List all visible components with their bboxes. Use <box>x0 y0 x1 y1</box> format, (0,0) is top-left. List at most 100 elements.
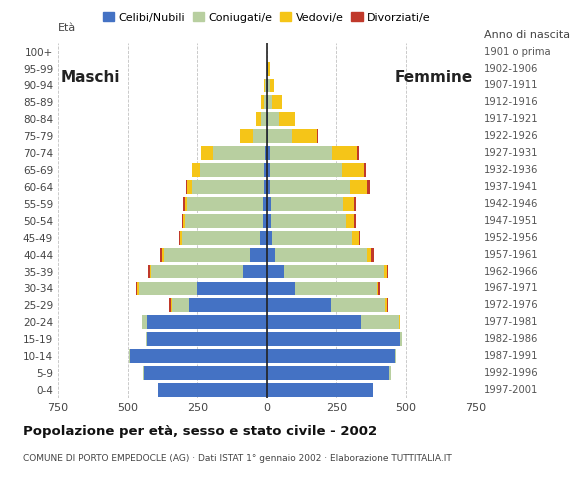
Bar <box>364 163 365 177</box>
Bar <box>137 282 139 295</box>
Bar <box>317 129 318 143</box>
Bar <box>271 197 343 211</box>
Text: Femmine: Femmine <box>394 70 473 84</box>
Bar <box>346 214 354 228</box>
Bar <box>147 315 267 329</box>
Bar <box>280 112 295 126</box>
Bar <box>295 282 377 295</box>
Bar <box>267 112 268 126</box>
Bar <box>400 332 402 346</box>
Bar <box>273 96 282 109</box>
Bar <box>136 282 137 295</box>
Text: 1957-1961: 1957-1961 <box>484 250 538 260</box>
Text: 1967-1971: 1967-1971 <box>484 284 538 293</box>
Bar <box>263 197 267 211</box>
Text: 1987-1991: 1987-1991 <box>484 351 538 361</box>
Bar <box>378 282 379 295</box>
Bar <box>361 315 399 329</box>
Bar <box>256 112 261 126</box>
Bar <box>150 264 151 278</box>
Bar <box>275 248 367 262</box>
Bar <box>377 282 378 295</box>
Text: 1932-1936: 1932-1936 <box>484 165 538 175</box>
Bar <box>158 383 267 397</box>
Bar <box>267 264 284 278</box>
Bar <box>130 349 267 363</box>
Bar <box>267 299 331 312</box>
Text: 1927-1931: 1927-1931 <box>484 148 538 158</box>
Bar <box>184 197 187 211</box>
Bar <box>191 163 200 177</box>
Bar <box>273 231 351 245</box>
Bar <box>160 248 162 262</box>
Bar <box>266 146 267 160</box>
Bar <box>264 79 266 93</box>
Text: 1972-1976: 1972-1976 <box>484 300 538 311</box>
Bar <box>189 299 267 312</box>
Bar <box>267 129 268 143</box>
Bar <box>267 332 400 346</box>
Bar <box>270 180 350 194</box>
Bar <box>267 96 268 109</box>
Text: Popolazione per età, sesso e stato civile - 2002: Popolazione per età, sesso e stato civil… <box>23 425 378 438</box>
Text: 1992-1996: 1992-1996 <box>484 368 538 378</box>
Bar <box>350 180 367 194</box>
Bar <box>212 146 266 160</box>
Bar <box>354 214 356 228</box>
Bar <box>367 180 370 194</box>
Bar <box>187 180 191 194</box>
Bar <box>253 129 267 143</box>
Bar <box>284 264 384 278</box>
Bar <box>342 163 364 177</box>
Bar <box>267 282 295 295</box>
Text: COMUNE DI PORTO EMPEDOCLE (AG) · Dati ISTAT 1° gennaio 2002 · Elaborazione TUTTI: COMUNE DI PORTO EMPEDOCLE (AG) · Dati IS… <box>23 454 452 463</box>
Bar <box>357 146 358 160</box>
Bar <box>384 264 386 278</box>
Text: 1947-1951: 1947-1951 <box>484 216 538 226</box>
Bar <box>162 248 164 262</box>
Bar <box>142 315 147 329</box>
Text: 1901 o prima: 1901 o prima <box>484 47 550 57</box>
Bar <box>270 146 332 160</box>
Bar <box>183 214 184 228</box>
Bar <box>267 349 395 363</box>
Bar <box>200 163 264 177</box>
Bar <box>267 197 271 211</box>
Bar <box>201 146 212 160</box>
Bar <box>187 197 263 211</box>
Text: 1912-1916: 1912-1916 <box>484 97 538 108</box>
Bar <box>343 197 354 211</box>
Text: 1982-1986: 1982-1986 <box>484 334 538 344</box>
Bar <box>266 79 267 93</box>
Text: 1902-1906: 1902-1906 <box>484 63 538 73</box>
Bar <box>139 282 197 295</box>
Bar <box>267 231 273 245</box>
Bar <box>182 214 183 228</box>
Bar <box>267 315 361 329</box>
Bar <box>267 163 270 177</box>
Bar <box>292 129 317 143</box>
Bar <box>268 61 270 75</box>
Text: 1997-2001: 1997-2001 <box>484 385 538 395</box>
Bar <box>197 282 267 295</box>
Bar <box>261 96 264 109</box>
Bar <box>263 214 267 228</box>
Bar <box>172 299 189 312</box>
Bar <box>270 79 274 93</box>
Text: 1942-1946: 1942-1946 <box>484 199 538 209</box>
Bar <box>240 129 253 143</box>
Bar <box>385 299 386 312</box>
Bar <box>169 299 171 312</box>
Bar <box>129 349 130 363</box>
Bar <box>183 197 184 211</box>
Bar <box>182 231 260 245</box>
Bar <box>147 332 267 346</box>
Bar <box>358 231 360 245</box>
Bar <box>351 231 358 245</box>
Text: 1952-1956: 1952-1956 <box>484 233 538 243</box>
Bar <box>180 231 182 245</box>
Bar <box>260 231 267 245</box>
Bar <box>267 180 270 194</box>
Bar <box>179 231 180 245</box>
Text: 1907-1911: 1907-1911 <box>484 81 538 91</box>
